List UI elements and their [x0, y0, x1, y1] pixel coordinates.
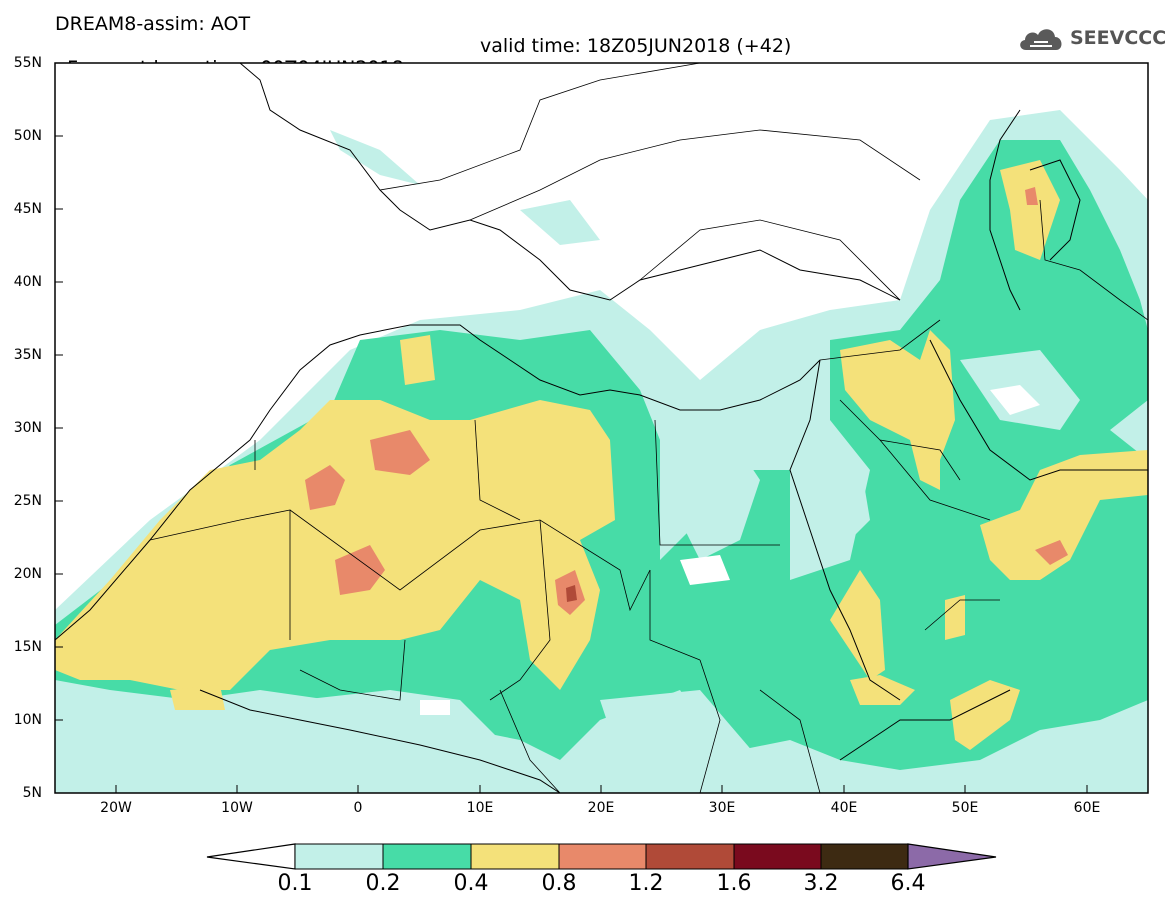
lon-label: 50E	[951, 800, 979, 816]
aot-level-0-4	[55, 160, 1148, 750]
colorbar-label: 0.2	[365, 871, 401, 896]
colorbar-label: 0.8	[541, 871, 577, 896]
lat-label: 20N	[13, 566, 42, 582]
lat-label: 45N	[13, 201, 42, 217]
lon-label: 30E	[708, 800, 736, 816]
colorbar-label: 1.2	[628, 871, 664, 896]
colorbar-label: 0.1	[277, 871, 313, 896]
lat-label: 10N	[13, 712, 42, 728]
lat-label: 50N	[13, 128, 42, 144]
lat-label: 30N	[13, 420, 42, 436]
colorbar-label: 1.6	[716, 871, 752, 896]
aot-field	[55, 63, 1148, 793]
colorbar-label: 0.4	[453, 871, 489, 896]
country-borders	[149, 63, 1148, 793]
lon-label: 60E	[1073, 800, 1101, 816]
lon-label: 10E	[466, 800, 494, 816]
lon-label: 10W	[221, 800, 253, 816]
lon-label: 40E	[830, 800, 858, 816]
valid-time: valid time: 18Z05JUN2018 (+42)	[480, 35, 792, 57]
seevccc-logo: SEEVCCC	[1016, 22, 1165, 56]
lon-label: 0	[353, 800, 363, 816]
logo-text: SEEVCCC	[1070, 27, 1165, 49]
colorbar-label: 3.2	[803, 871, 839, 896]
lon-label: 20E	[587, 800, 615, 816]
colorbar	[206, 843, 997, 870]
coastlines	[55, 63, 1148, 793]
lat-label: 5N	[22, 785, 42, 801]
map-title: DREAM8-assim: AOT	[55, 13, 251, 35]
lat-label: 35N	[13, 347, 42, 363]
lon-label: 20W	[100, 800, 132, 816]
lat-label: 25N	[13, 493, 42, 509]
lat-label: 15N	[13, 639, 42, 655]
cloud-icon	[1020, 29, 1062, 50]
lat-label: 40N	[13, 274, 42, 290]
colorbar-label: 6.4	[890, 871, 926, 896]
lat-label: 55N	[13, 55, 42, 71]
aot-clear-areas	[420, 385, 1040, 715]
aot-level-1-2	[566, 585, 577, 602]
aot-level-0-1-inner	[300, 350, 1080, 780]
axis-ticks	[55, 62, 1088, 793]
